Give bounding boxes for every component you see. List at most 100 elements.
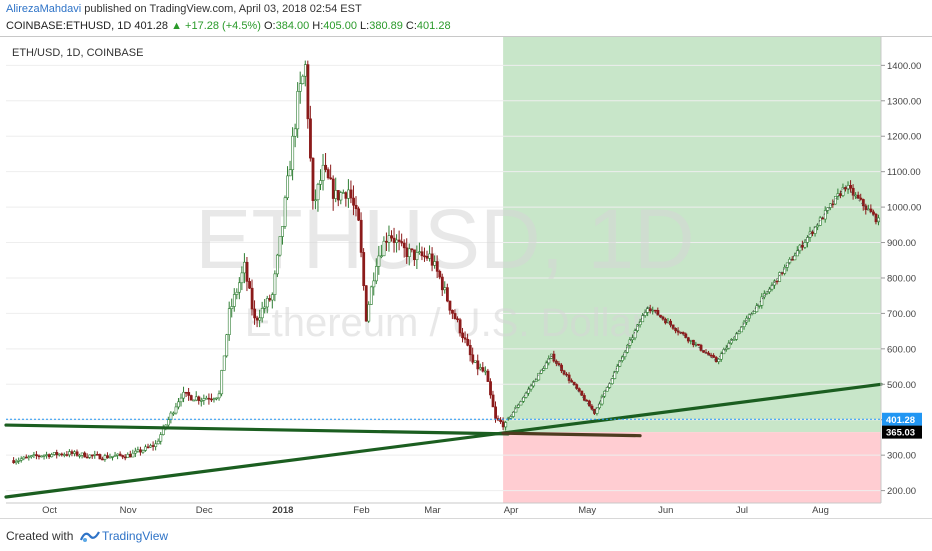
profit-zone[interactable] xyxy=(503,37,881,433)
projection-candle xyxy=(684,333,688,338)
change-text: +17.28 (+4.5%) xyxy=(185,20,261,32)
tradingview-link[interactable]: TradingView xyxy=(102,529,169,543)
trendline[interactable] xyxy=(501,431,642,438)
candle xyxy=(128,453,132,458)
projection-candle xyxy=(593,408,596,414)
candle xyxy=(78,454,82,457)
candle xyxy=(387,235,391,243)
projection-candle xyxy=(575,384,579,389)
trendline[interactable] xyxy=(4,423,510,436)
candle xyxy=(50,454,54,458)
candle xyxy=(359,219,363,253)
candle xyxy=(410,248,414,251)
candle xyxy=(154,443,158,447)
projection-candle xyxy=(803,242,807,248)
candle xyxy=(306,64,310,120)
price-chart[interactable]: ETHUSD, 1D Ethereum / U.S. Dollar 200.00… xyxy=(0,37,932,518)
projection-candle xyxy=(605,387,609,392)
projection-candle xyxy=(610,378,614,385)
candle xyxy=(106,455,109,459)
candle xyxy=(63,454,66,456)
candle xyxy=(362,252,366,286)
projection-candle xyxy=(796,250,799,257)
candle xyxy=(499,419,503,423)
symbol-ohlc-line: COINBASE:ETHUSD, 1D 401.28 ▲ +17.28 (+4.… xyxy=(6,20,451,32)
watermark: ETHUSD, 1D Ethereum / U.S. Dollar xyxy=(195,192,694,345)
projection-candle xyxy=(577,388,581,392)
projection-candle xyxy=(646,308,650,313)
candle xyxy=(484,370,487,373)
projection-candle xyxy=(727,342,731,349)
candle xyxy=(400,241,404,244)
candle xyxy=(374,266,378,282)
projection-candle xyxy=(547,358,551,364)
projection-candle xyxy=(676,330,680,333)
projection-candle xyxy=(730,339,733,344)
projection-candle xyxy=(623,351,627,358)
projection-candle xyxy=(631,337,634,340)
candle xyxy=(407,248,411,257)
candle xyxy=(19,458,23,461)
candle xyxy=(70,451,74,454)
x-tick-label: Dec xyxy=(196,505,213,516)
projection-candle xyxy=(844,187,847,190)
projection-candle xyxy=(861,199,865,207)
candle xyxy=(339,192,343,201)
candle xyxy=(456,318,459,321)
candle xyxy=(283,197,287,227)
candle xyxy=(205,397,208,400)
projection-candle xyxy=(598,403,601,409)
candle xyxy=(245,261,249,282)
candle xyxy=(37,455,41,458)
candle xyxy=(156,440,160,445)
price-label-box xyxy=(882,425,922,439)
candle xyxy=(354,204,358,210)
trendline[interactable] xyxy=(4,382,883,499)
candle xyxy=(369,286,373,305)
candle xyxy=(296,91,300,130)
candle xyxy=(344,192,348,199)
projection-candle xyxy=(849,185,853,189)
candle xyxy=(194,396,198,401)
y-tick-label: 1100.00 xyxy=(887,167,921,178)
candle xyxy=(202,398,206,401)
candle xyxy=(80,452,84,456)
candle xyxy=(159,434,163,442)
published-text: published on TradingView.com, April 03, … xyxy=(84,3,362,15)
candle xyxy=(192,399,196,402)
candle xyxy=(40,455,44,458)
candle xyxy=(425,255,429,259)
candle xyxy=(14,461,18,464)
projection-candle xyxy=(768,288,771,293)
projection-candle xyxy=(600,395,604,405)
candle xyxy=(217,393,221,399)
candle xyxy=(494,406,497,419)
trendlines-layer[interactable] xyxy=(4,382,883,499)
candle xyxy=(397,239,401,242)
candle xyxy=(405,247,409,257)
loss-zone[interactable] xyxy=(503,432,881,503)
projection-candle xyxy=(519,400,523,406)
author-link[interactable]: AlirezaMahdavi xyxy=(6,3,82,15)
candle xyxy=(141,450,145,453)
projection-candle xyxy=(773,280,776,286)
projection-candle xyxy=(735,333,738,340)
projection-candle xyxy=(560,364,563,372)
candle xyxy=(57,453,61,456)
candle xyxy=(367,304,371,322)
candle xyxy=(413,249,416,261)
candle xyxy=(377,255,381,267)
y-tick-label: 200.00 xyxy=(887,486,916,497)
candle xyxy=(331,178,335,199)
candle xyxy=(265,298,269,308)
projection-candle xyxy=(618,360,622,367)
y-tick-label: 900.00 xyxy=(887,238,916,249)
candle xyxy=(314,199,317,202)
candle xyxy=(466,338,470,346)
candle xyxy=(453,313,457,320)
candle xyxy=(230,306,234,309)
projection-candle xyxy=(648,308,652,312)
projection-candle xyxy=(778,272,782,282)
projection-candle xyxy=(828,203,832,208)
chart-title: ETH/USD, 1D, COINBASE xyxy=(12,47,143,59)
